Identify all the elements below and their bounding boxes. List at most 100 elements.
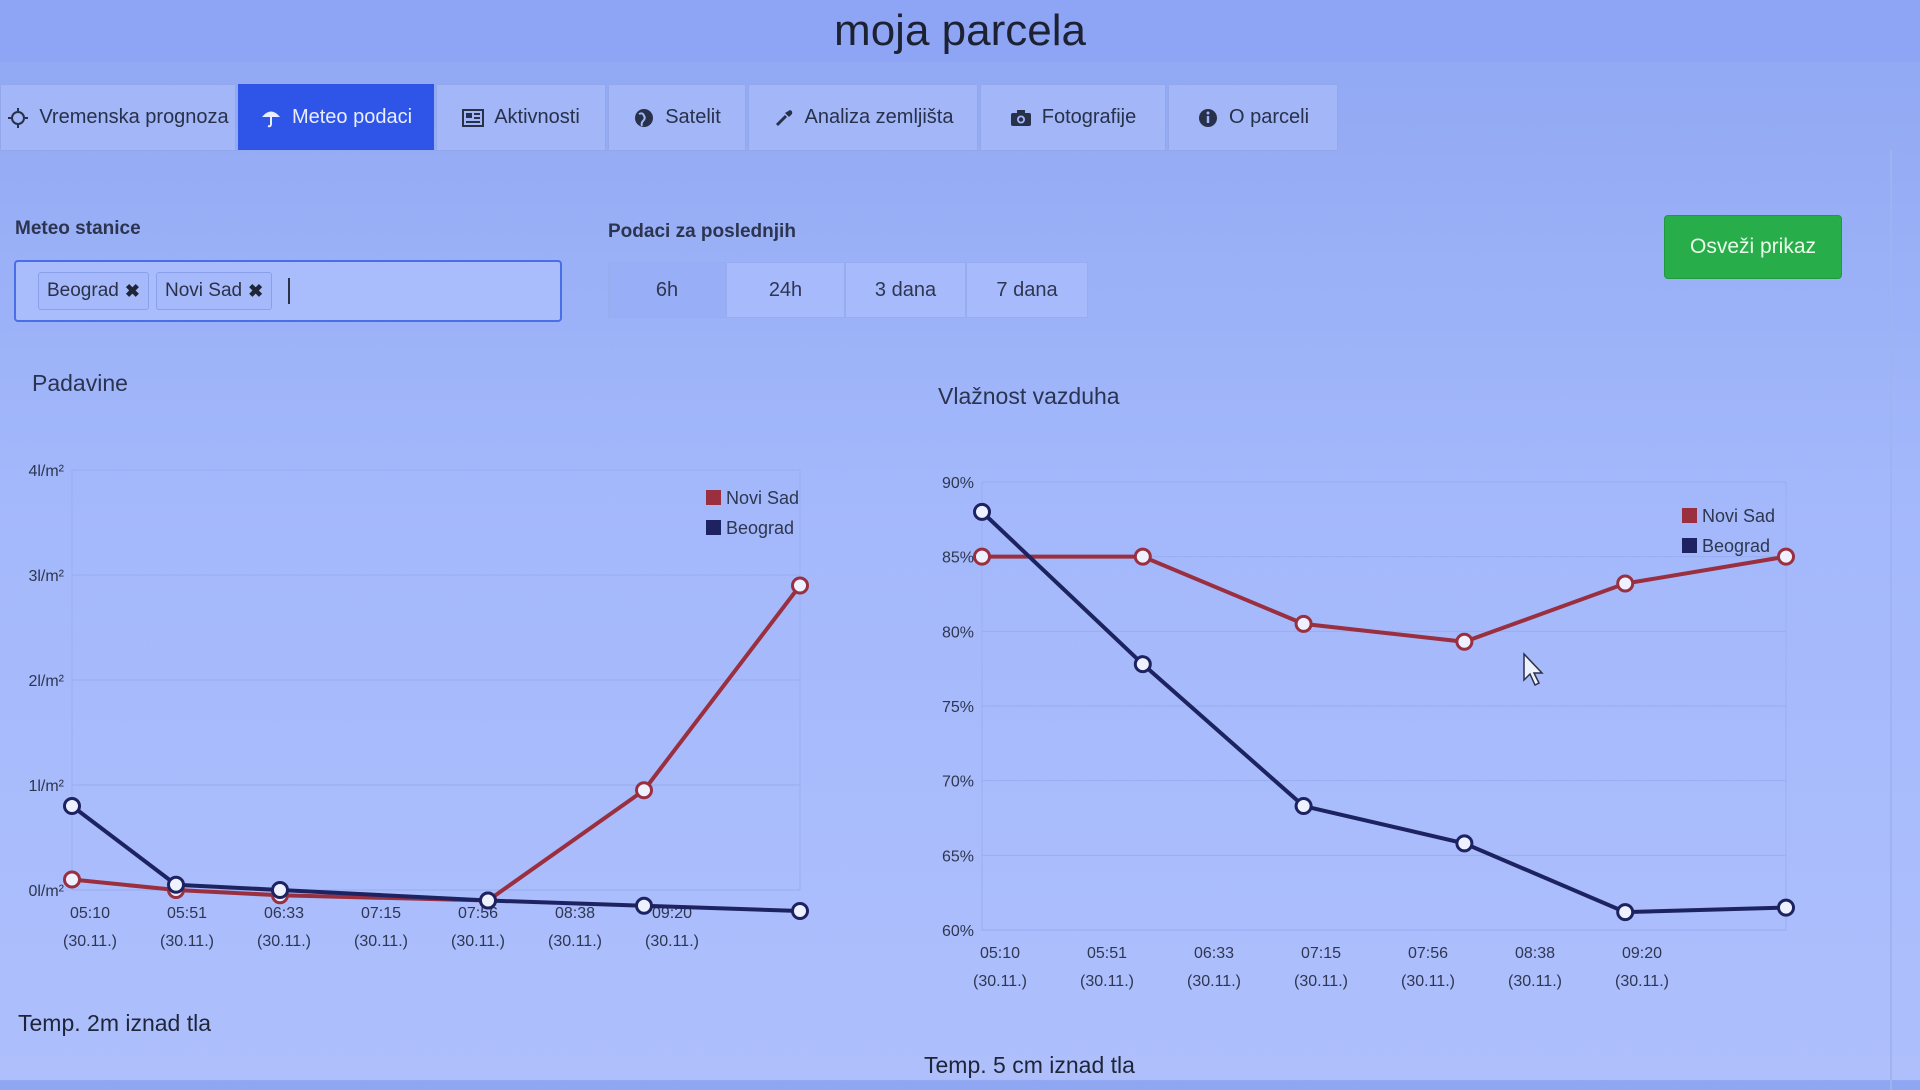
period-3-dana-button[interactable]: 3 dana <box>845 262 966 318</box>
x-tick-label: 09:20 <box>652 905 692 922</box>
period-24h-button[interactable]: 24h <box>726 262 845 318</box>
data-point <box>271 881 289 899</box>
app-header: moja parcela <box>0 0 1920 62</box>
x-tick-date: (30.11.) <box>973 973 1027 990</box>
tab-analiza-zemljista[interactable]: Analiza zemljišta <box>748 84 978 150</box>
tab-label: Satelit <box>665 106 721 128</box>
tab-label: Vremenska prognoza <box>39 106 229 128</box>
x-tick-date: (30.11.) <box>1187 973 1241 990</box>
data-point <box>1777 547 1795 566</box>
x-tick-label: 05:51 <box>167 905 207 922</box>
x-tick-label: 05:10 <box>980 945 1020 962</box>
x-tick-date: (30.11.) <box>548 933 602 950</box>
data-point <box>791 576 809 595</box>
x-tick-label: 07:56 <box>1408 945 1448 962</box>
newspaper-icon <box>462 107 485 129</box>
section-title-temp-5cm: Temp. 5 cm iznad tla <box>924 1052 1135 1078</box>
y-tick-label: 75% <box>942 699 974 716</box>
data-point <box>1455 632 1474 651</box>
station-chip-label: Beograd <box>47 280 119 301</box>
period-label: Podaci za poslednjih <box>608 221 796 242</box>
y-tick-label: 1l/m² <box>28 778 64 795</box>
x-tick-date: (30.11.) <box>1080 973 1134 990</box>
x-tick-label: 07:15 <box>361 905 401 922</box>
legend-label: Beograd <box>726 518 794 538</box>
x-tick-label: 05:10 <box>70 905 110 922</box>
app-title: moja parcela <box>834 6 1086 55</box>
data-point <box>1294 797 1313 816</box>
y-tick-label: 3l/m² <box>28 568 64 585</box>
mouse-pointer-icon <box>1522 652 1546 693</box>
period-6h-button[interactable]: 6h <box>608 262 726 318</box>
stations-multiselect[interactable]: Beograd ✖ Novi Sad ✖ <box>14 260 562 322</box>
eyedropper-icon <box>773 107 795 129</box>
data-point <box>973 547 991 566</box>
x-tick-label: 08:38 <box>1515 945 1555 962</box>
remove-station-icon[interactable]: ✖ <box>248 280 264 301</box>
tab-aktivnosti[interactable]: Aktivnosti <box>436 84 606 150</box>
tab-meteo-podaci[interactable]: Meteo podaci <box>238 84 434 150</box>
tab-fotografije[interactable]: Fotografije <box>980 84 1166 150</box>
legend-label: Beograd <box>1702 536 1770 556</box>
data-point <box>63 870 81 889</box>
x-tick-date: (30.11.) <box>451 933 505 950</box>
data-point <box>635 781 653 800</box>
x-tick-date: (30.11.) <box>1401 973 1455 990</box>
legend-swatch <box>706 490 721 505</box>
x-tick-date: (30.11.) <box>160 933 214 950</box>
x-tick-date: (30.11.) <box>354 933 408 950</box>
data-point <box>973 502 991 521</box>
data-point <box>635 896 653 915</box>
remove-station-icon[interactable]: ✖ <box>124 280 140 301</box>
y-tick-label: 2l/m² <box>28 673 64 690</box>
tab-label: O parceli <box>1228 106 1310 128</box>
x-tick-label: 07:15 <box>1301 945 1341 962</box>
legend-swatch <box>706 520 721 535</box>
content-panel <box>0 150 1892 1090</box>
data-point <box>1616 903 1635 922</box>
data-point <box>167 875 185 894</box>
refresh-button[interactable]: Osveži prikaz <box>1664 215 1842 279</box>
series-line-novi-sad <box>982 554 1787 644</box>
sun-icon <box>7 107 29 129</box>
legend-label: Novi Sad <box>726 488 799 508</box>
tab-bar: Vremenska prognoza Meteo podaci Aktivnos… <box>0 84 1340 151</box>
tab-satelit[interactable]: Satelit <box>608 84 746 150</box>
series-line-beograd <box>70 804 801 913</box>
period-7-dana-button[interactable]: 7 dana <box>966 262 1088 318</box>
station-chip-beograd: Beograd ✖ <box>38 272 149 310</box>
y-tick-label: 4l/m² <box>28 463 64 480</box>
data-point <box>1616 574 1635 593</box>
tab-label: Aktivnosti <box>494 106 580 128</box>
data-point <box>1455 834 1474 853</box>
data-point <box>1294 614 1313 633</box>
x-tick-date: (30.11.) <box>257 933 311 950</box>
data-point <box>63 797 81 815</box>
chart-title-padavine: Padavine <box>32 370 128 396</box>
legend-swatch <box>1682 538 1697 553</box>
precipitation-chart: 0l/m² 1l/m² 2l/m² 3l/m² 4l/m² 05:10 (30.11.) 05… <box>28 463 809 950</box>
x-tick-label: 06:33 <box>1194 945 1234 962</box>
x-tick-date: (30.11.) <box>1508 973 1562 990</box>
umbrella-icon <box>260 107 282 129</box>
stations-label: Meteo stanice <box>15 218 141 239</box>
section-title-temp-2m: Temp. 2m iznad tla <box>18 1010 212 1036</box>
tab-vremenska-prognoza[interactable]: Vremenska prognoza <box>0 84 236 150</box>
x-tick-date: (30.11.) <box>1294 973 1348 990</box>
data-point <box>1133 547 1152 566</box>
legend-swatch <box>1682 508 1697 523</box>
x-tick-label: 06:33 <box>264 905 304 922</box>
x-tick-date: (30.11.) <box>645 933 699 950</box>
y-tick-label: 0l/m² <box>28 883 64 900</box>
series-line-novi-sad <box>71 584 802 903</box>
x-tick-date: (30.11.) <box>1615 973 1669 990</box>
camera-icon <box>1010 107 1032 129</box>
chart-title-vlaznost: Vlažnost vazduha <box>938 383 1120 409</box>
y-tick-label: 70% <box>942 774 974 791</box>
y-tick-label: 85% <box>942 550 974 567</box>
data-point <box>1777 898 1795 917</box>
tab-label: Analiza zemljišta <box>804 106 954 128</box>
tab-o-parceli[interactable]: O parceli <box>1168 84 1338 150</box>
globe-icon <box>633 107 655 129</box>
legend-label: Novi Sad <box>1702 506 1775 526</box>
